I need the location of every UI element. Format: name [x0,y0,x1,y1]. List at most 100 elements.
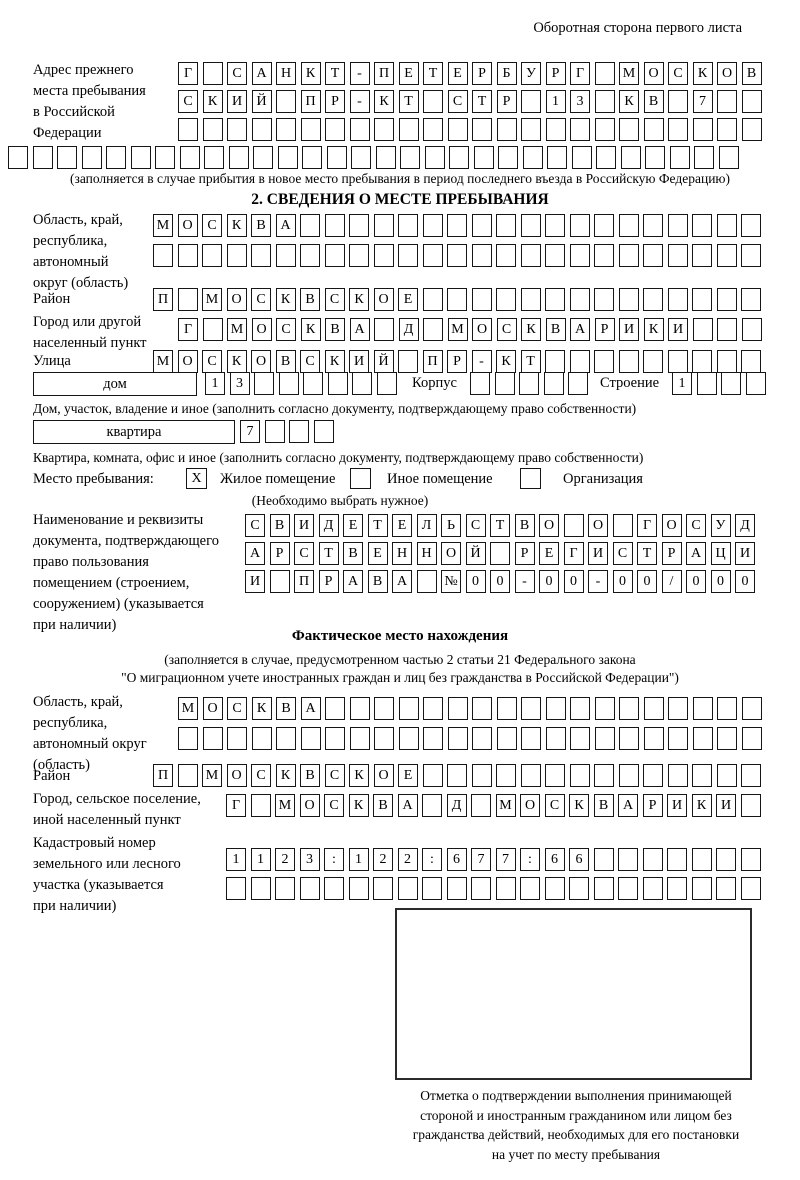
form-cell: Р [325,90,345,113]
form-cell [398,118,419,141]
form-cell: С [202,214,222,237]
form-cell [300,244,320,267]
form-cell [416,570,437,593]
form-cell: К [226,214,247,237]
form-cell: 0 [563,570,584,593]
form-cell: И [294,514,314,537]
actual-region-row-2 [178,727,762,750]
form-cell: В [741,62,762,85]
form-cell: О [539,514,559,537]
city-label: Город или другой населенный пункт [33,314,147,351]
form-cell [692,727,713,750]
form-cell: Р [514,542,535,565]
form-cell [423,90,443,113]
form-cell: М [153,214,173,237]
form-cell: 1 [226,848,246,871]
form-cell [275,877,295,900]
form-cell [275,244,296,267]
form-cell [179,146,200,169]
form-cell [594,697,615,720]
form-cell: М [227,318,247,341]
form-cell [398,214,418,237]
form-cell: И [668,318,688,341]
form-cell: 1 [672,372,692,395]
form-cell [471,794,491,817]
form-cell [254,372,274,395]
form-cell: А [300,697,321,720]
form-cell: О [177,350,198,373]
form-cell [717,318,737,341]
actual-city-label: Город, сельское поселение, иной населенн… [33,791,201,828]
form-cell [716,350,737,373]
form-cell [496,764,516,787]
form-cell [570,118,590,141]
form-cell [543,372,564,395]
form-cell [153,244,173,267]
form-cell [202,62,223,85]
form-cell [299,877,320,900]
form-cell: С [251,288,271,311]
form-cell [668,727,688,750]
form-cell [620,146,641,169]
form-cell: К [691,794,712,817]
form-cell: 7 [471,848,491,871]
form-cell: О [226,764,247,787]
form-cell [251,118,272,141]
form-cell: Р [594,318,615,341]
form-cell [545,697,566,720]
form-cell: И [227,90,247,113]
form-cell: О [441,542,461,565]
form-cell [740,848,761,871]
form-cell [545,764,565,787]
form-cell [594,764,614,787]
form-cell: А [343,570,363,593]
form-cell [446,877,467,900]
form-cell: В [325,318,345,341]
house-caption: Дом, участок, владение и иное (заполнить… [33,401,637,416]
form-cell [563,514,584,537]
form-cell [177,764,198,787]
form-cell [667,288,688,311]
form-cell [569,350,590,373]
form-cell: Д [735,514,755,537]
form-cell: С [465,514,486,537]
section2-title: 2. СВЕДЕНИЯ О МЕСТЕ ПРЕБЫВАНИЯ [251,191,549,208]
form-cell [594,244,614,267]
form-cell [227,727,247,750]
form-cell [373,214,394,237]
form-cell [593,848,614,871]
house-box: дом [33,372,197,396]
form-cell [669,146,690,169]
form-cell: Г [178,62,198,85]
form-cell [594,62,615,85]
form-cell [496,244,516,267]
form-cell: П [422,350,443,373]
form-cell: А [686,542,706,565]
form-cell: Н [392,542,412,565]
form-cell [447,118,468,141]
form-cell [721,372,741,395]
form-cell [520,288,541,311]
form-cell: К [569,794,589,817]
form-cell [618,350,639,373]
form-cell: 6 [446,848,467,871]
form-cell: В [593,794,614,817]
form-cell: С [324,288,345,311]
form-cell: О [661,514,682,537]
form-cell: : [520,848,540,871]
form-cell [496,727,517,750]
form-cell [57,146,77,169]
form-cell: О [717,62,737,85]
form-cell [498,146,518,169]
form-cell [302,146,322,169]
prev-address-row-3 [178,118,762,141]
form-cell: С [300,350,320,373]
form-cell: О [177,214,198,237]
form-cell [300,727,321,750]
form-cell: В [275,350,296,373]
form-cell: В [300,288,320,311]
form-cell: К [226,350,247,373]
